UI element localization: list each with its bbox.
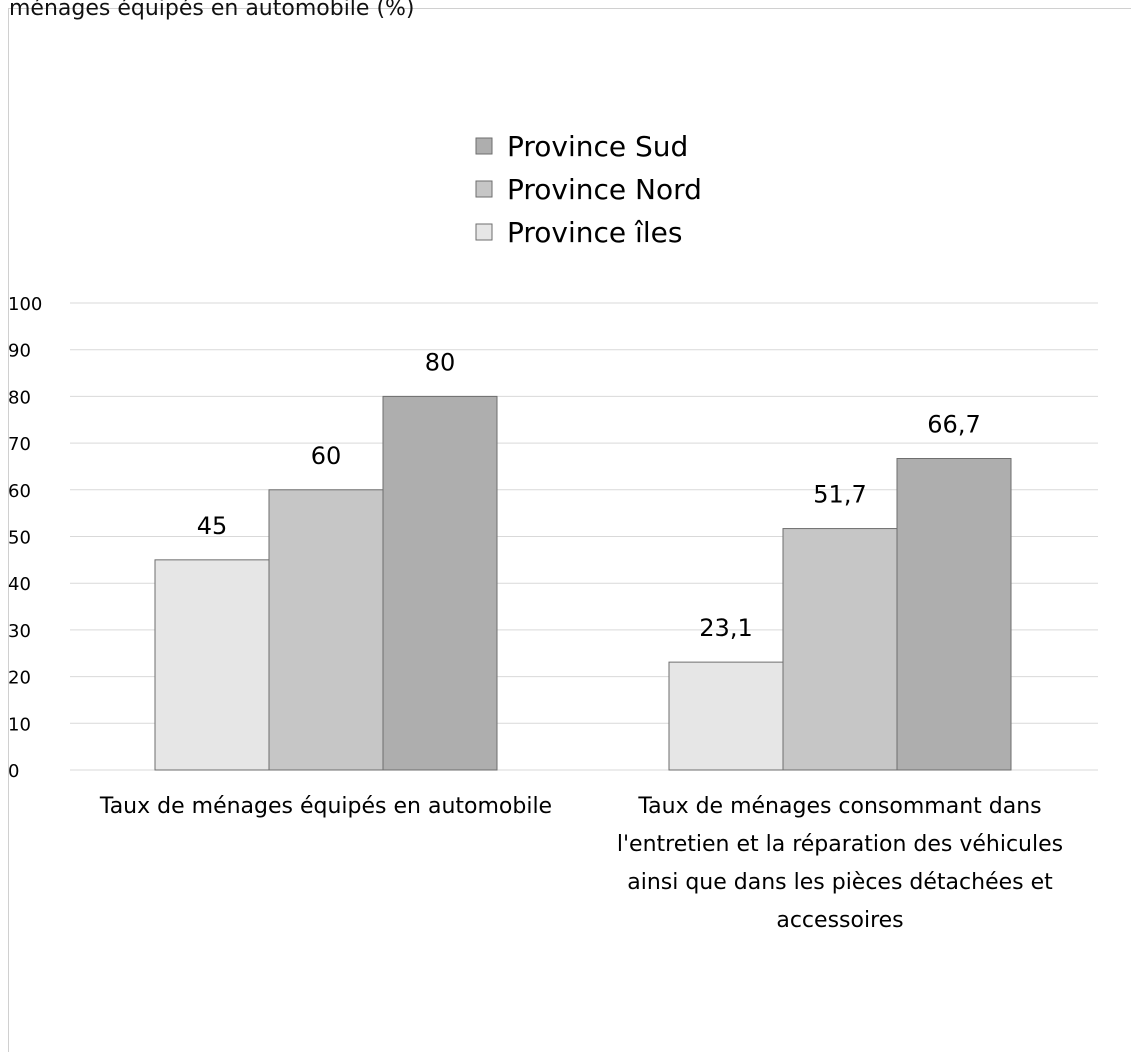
legend-swatch: [475, 180, 493, 198]
x-category-label: Taux de ménages consommant dans: [637, 794, 1041, 819]
bar: [668, 661, 784, 771]
legend-swatch: [475, 223, 493, 241]
chart-frame: ménages équipés en automobile (%): [8, 0, 1131, 1052]
chart-title-fragment: ménages équipés en automobile (%): [9, 0, 415, 21]
y-axis-ticks: 0 10 20 30 40 50 60 70 80 90 100: [8, 294, 42, 782]
data-label: 45: [197, 512, 228, 540]
y-tick-label: 40: [8, 574, 31, 595]
bar: [382, 395, 498, 771]
y-tick-label: 0: [8, 761, 19, 782]
legend: Province Sud Province Nord Province îles: [475, 130, 702, 249]
legend-swatch: [475, 137, 493, 155]
x-category-label: ainsi que dans les pièces détachées et: [627, 870, 1053, 895]
y-tick-label: 100: [8, 294, 42, 315]
bar: [154, 559, 270, 771]
legend-label: Province Nord: [507, 173, 702, 206]
data-labels: 45 23,1 60 51,7 80 66,7: [197, 348, 981, 642]
y-tick-label: 50: [8, 528, 31, 549]
data-label: 23,1: [699, 614, 752, 642]
legend-label: Province Sud: [507, 130, 688, 163]
y-tick-label: 90: [8, 341, 31, 362]
legend-label: Province îles: [507, 216, 682, 249]
bar: [268, 489, 384, 771]
x-category-label: Taux de ménages équipés en automobile: [99, 794, 552, 819]
x-category-label: accessoires: [776, 908, 903, 933]
data-label: 60: [311, 442, 342, 470]
bars: [154, 395, 1012, 771]
y-tick-label: 80: [8, 387, 31, 408]
x-axis-categories: Taux de ménages équipés en automobile Tau…: [99, 794, 1063, 933]
data-label: 80: [425, 348, 456, 376]
y-tick-label: 20: [8, 668, 31, 689]
x-category-label: l'entretien et la réparation des véhicul…: [617, 832, 1063, 857]
y-tick-label: 10: [8, 714, 31, 735]
y-tick-label: 30: [8, 621, 31, 642]
bar: [782, 528, 898, 771]
data-label: 66,7: [927, 411, 980, 439]
y-tick-label: 60: [8, 481, 31, 502]
bar: [896, 458, 1012, 771]
y-tick-label: 70: [8, 434, 31, 455]
data-label: 51,7: [813, 481, 866, 509]
